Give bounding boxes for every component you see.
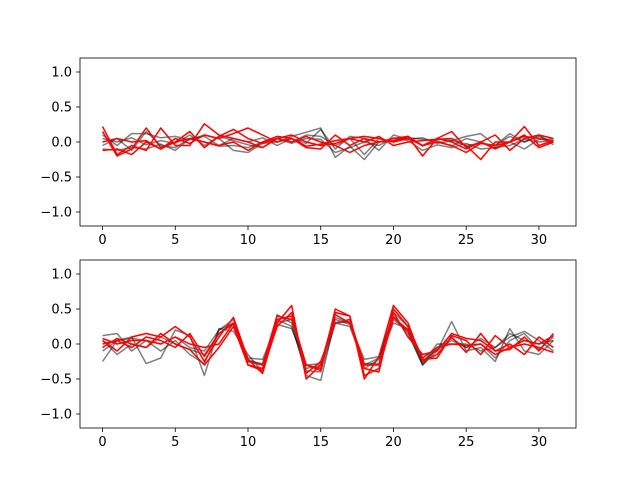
x-tick-label: 0 [98, 435, 106, 450]
top-subplot: 0 5 10 15 20 25 30 −1.0 −0.5 0.0 0.5 1.0 [40, 57, 577, 248]
x-tick-label: 10 [240, 233, 257, 248]
series-group [101, 123, 554, 161]
x-tick-label: 25 [458, 435, 475, 450]
x-tick-label: 25 [458, 233, 475, 248]
series-group [101, 304, 555, 382]
x-tick-label: 30 [531, 435, 548, 450]
x-tick-label: 0 [98, 233, 106, 248]
y-tick-label: −1.0 [40, 206, 72, 221]
y-tick-label: −1.0 [40, 408, 72, 423]
red-series-line-7 [102, 308, 554, 373]
y-tick-label: −0.5 [40, 171, 72, 186]
x-tick-label: 20 [385, 435, 402, 450]
y-tick-label: 1.0 [51, 66, 72, 81]
y-tick-label: 0.0 [51, 338, 72, 353]
x-tick-label: 5 [171, 435, 179, 450]
bottom-subplot: 0 5 10 15 20 25 30 −1.0 −0.5 0.0 0.5 1.0 [40, 259, 577, 450]
x-tick-label: 10 [240, 435, 257, 450]
gray-series-line-1 [102, 137, 554, 154]
red-series-line-7 [102, 127, 554, 154]
x-tick-label: 20 [385, 233, 402, 248]
y-tick-label: 0.0 [51, 136, 72, 151]
x-tick-label: 15 [312, 435, 329, 450]
y-tick-label: 0.5 [51, 303, 72, 318]
x-tick-label: 30 [531, 233, 548, 248]
y-tick-label: 0.5 [51, 101, 72, 116]
x-tick-label: 15 [312, 233, 329, 248]
y-tick-label: 1.0 [51, 268, 72, 283]
x-tick-label: 5 [171, 233, 179, 248]
y-tick-label: −0.5 [40, 373, 72, 388]
